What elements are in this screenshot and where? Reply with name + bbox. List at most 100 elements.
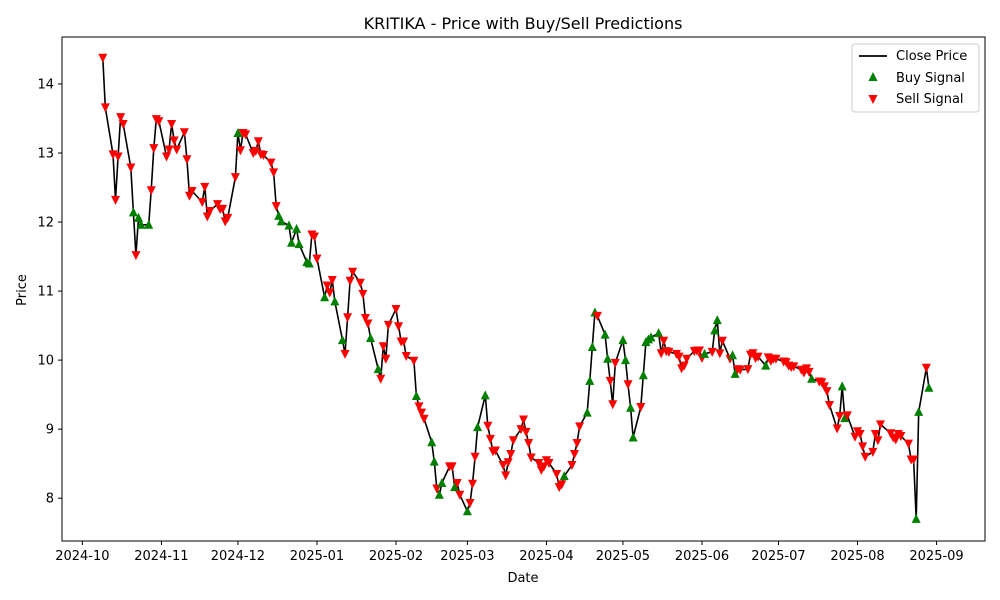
legend-buy-swatch [868,72,878,81]
sell-signal-marker [526,453,536,463]
sell-signal-marker [656,349,666,359]
buy-signal-marker [628,432,638,442]
y-tick-label: 9 [46,423,54,438]
sell-signal-marker [358,289,368,299]
sell-signal-marker [167,119,177,129]
sell-signal-marker [381,354,391,364]
buy-signal-marker [373,364,383,374]
sell-signal-marker [832,424,842,434]
sell-signal-marker [409,356,419,366]
y-tick-label: 11 [37,285,54,300]
sell-signal-marker [343,313,353,323]
buy-signal-marker [462,506,472,516]
sell-signal-marker [674,352,684,362]
buy-signal-marker [427,437,437,447]
buy-signal-marker [133,212,143,222]
sell-signal-marker [664,347,674,357]
sell-signal-marker [455,490,465,500]
buy-signal-marker [712,315,722,325]
buy-signal-marker [429,456,439,466]
buy-signal-marker [473,422,483,432]
x-tick-label: 2024-10 [55,549,109,564]
sell-signal-marker [771,354,781,364]
sell-signal-marker [707,347,717,357]
sell-signal-marker [465,499,475,509]
sell-signal-marker [468,479,478,489]
sell-signal-marker [399,337,409,347]
buy-signal-marker [480,390,490,400]
legend-box [851,43,980,113]
buy-signal-marker [911,513,921,523]
sell-signal-marker [378,342,388,352]
sell-signal-marker [241,130,251,140]
sell-signal-marker [452,479,462,489]
sell-signal-marker [401,351,411,361]
x-tick-label: 2024-11 [134,549,188,564]
buy-signal-marker [646,332,656,342]
buy-signal-marker [366,333,376,343]
x-tick-label: 2025-08 [830,549,884,564]
sell-signal-marker [363,319,373,329]
sell-signal-marker [819,382,829,392]
sell-signal-marker [521,427,531,437]
buy-signal-marker [437,478,447,488]
sell-signal-marker [271,202,281,212]
x-tick-label: 2025-01 [290,549,344,564]
sell-signal-marker [824,400,834,410]
sell-signal-marker [519,415,528,425]
buy-signal-marker [914,406,924,416]
sell-signal-marker [154,117,164,127]
buy-signal-marker [924,382,934,392]
buy-signal-marker [618,335,628,345]
legend-label-close: Close Price [896,49,967,64]
sell-signal-marker [383,320,393,330]
sell-signal-marker [490,446,500,456]
buy-signal-marker [730,368,740,378]
sell-signal-marker [391,305,401,315]
plot-area [61,36,986,542]
buy-signal-marker [837,381,847,391]
buy-signal-marker [600,329,610,339]
sell-signal-marker [447,462,457,472]
sell-signal-marker [269,168,279,178]
buy-signal-marker [304,258,314,268]
x-tick-label: 2025-02 [369,549,423,564]
buy-signal-marker [761,360,771,370]
sell-signal-marker [875,420,885,430]
sell-signal-marker [539,462,549,472]
sell-signal-marker [309,232,319,242]
sell-signal-marker [804,367,814,377]
y-tick-label: 13 [37,146,54,161]
sell-signal-marker [325,288,335,298]
sell-signal-marker [266,158,276,168]
sell-signal-marker [116,113,126,123]
sell-signal-marker [608,400,618,410]
buy-signal-marker [337,335,347,345]
legend-label-sell: Sell Signal [896,92,964,107]
sell-signal-marker [360,313,370,323]
sell-signal-marker [164,145,174,155]
sell-signal-marker [860,452,870,462]
buy-signal-marker [585,375,595,385]
buy-signal-marker [728,350,738,360]
sell-signal-marker [417,408,427,418]
buy-signal-marker [434,489,444,499]
sell-signal-marker [376,374,386,384]
sell-signal-marker [753,352,763,362]
sell-signal-marker [253,137,263,147]
sell-signal-marker [172,145,182,155]
sell-signal-marker [506,450,516,460]
x-tick-label: 2024-12 [211,549,265,564]
buy-signal-marker [710,325,720,335]
sell-signal-marker [126,163,136,173]
sell-signal-marker [921,363,931,373]
axes-frame [61,36,986,542]
sell-signal-marker [197,198,207,208]
buy-signal-marker [292,223,302,233]
buy-signal-marker [136,219,146,229]
sell-signal-marker [735,365,745,375]
sell-signal-marker [567,461,577,471]
sell-signal-marker [182,155,192,165]
sell-signal-marker [552,470,562,480]
